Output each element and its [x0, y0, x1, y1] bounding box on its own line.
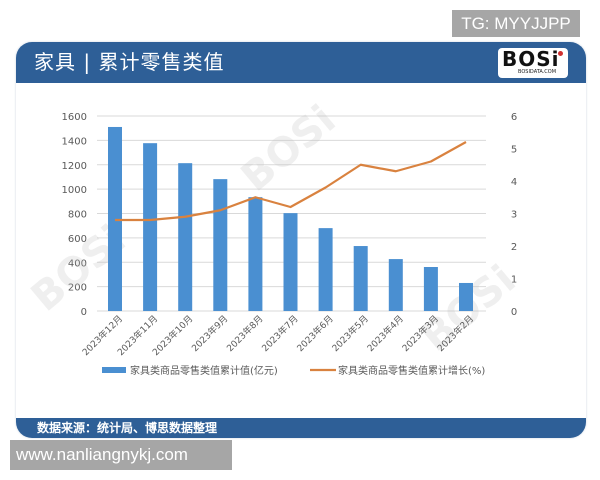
legend-bar-swatch — [102, 367, 126, 373]
x-axis-label: 2023年5月 — [329, 313, 370, 354]
left-axis-tick: 400 — [68, 258, 87, 269]
right-axis-tick: 6 — [511, 112, 517, 123]
left-axis-tick: 1200 — [62, 161, 87, 172]
legend-line-label: 家具类商品零售类值累计增长(%) — [338, 364, 485, 377]
left-axis-tick: 1400 — [62, 136, 87, 147]
logo-dot-icon — [558, 51, 563, 56]
card-header: 家具 | 累计零售类值 BOSi BOSIDATA.COM — [16, 42, 586, 83]
left-axis-tick: 0 — [81, 307, 87, 318]
left-axis-tick: 1000 — [62, 185, 87, 196]
bar — [318, 228, 333, 311]
legend-bar-label: 家具类商品零售类值累计值(亿元) — [130, 364, 278, 377]
x-axis-label: 2023年7月 — [259, 313, 300, 354]
right-axis-tick: 0 — [511, 307, 517, 318]
right-axis-tick: 3 — [511, 210, 517, 221]
chart-title: 家具 | 累计零售类值 — [34, 50, 225, 74]
right-axis-tick: 2 — [511, 242, 517, 253]
left-axis-tick: 200 — [68, 283, 87, 294]
tg-watermark-label: TG: MYYJJPP — [452, 10, 580, 37]
growth-line — [115, 141, 467, 222]
bar — [143, 143, 158, 311]
x-axis-label: 2023年6月 — [294, 313, 335, 354]
bar — [423, 267, 438, 311]
bar — [248, 197, 263, 311]
bar — [213, 179, 228, 311]
x-axis-label: 2023年4月 — [364, 313, 405, 354]
bar — [388, 259, 403, 311]
bar — [178, 163, 193, 311]
bar — [353, 246, 368, 311]
left-axis-tick: 800 — [68, 210, 87, 221]
source-text: 数据来源：统计局、博思数据整理 — [37, 421, 218, 435]
chart-card: 家具 | 累计零售类值 BOSi BOSIDATA.COM 0 200 400 600… — [16, 42, 586, 438]
bar — [283, 213, 298, 311]
right-axis-tick: 4 — [511, 177, 517, 188]
combo-chart: 020040060080010001200140016000123456BOSi… — [23, 97, 525, 377]
x-axis-label: 2023年8月 — [224, 313, 265, 354]
source-footer: 数据来源：统计局、博思数据整理 — [16, 418, 586, 438]
right-axis-tick: 1 — [511, 275, 517, 286]
site-watermark-label: www.nanliangnykj.com — [10, 440, 232, 470]
left-axis-tick: 600 — [68, 234, 87, 245]
x-axis-label: 2023年9月 — [189, 313, 230, 354]
bar — [459, 282, 473, 311]
right-axis-tick: 5 — [511, 145, 517, 156]
logo-subtext: BOSIDATA.COM — [518, 69, 557, 75]
logo-text: BOSi — [502, 47, 560, 71]
left-axis-tick: 1600 — [62, 112, 87, 123]
bosi-logo: BOSi BOSIDATA.COM — [498, 48, 568, 78]
